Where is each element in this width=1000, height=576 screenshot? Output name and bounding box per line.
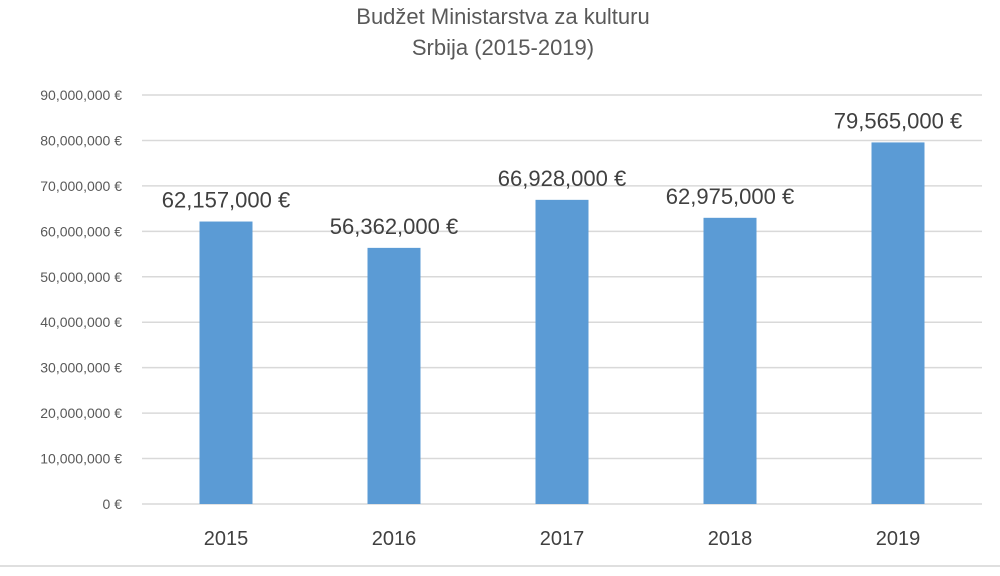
- x-tick-label-2018: 2018: [708, 528, 753, 550]
- data-label-2018: 62,975,000 €: [666, 184, 794, 209]
- y-tick-label: 70,000,000 €: [40, 178, 122, 194]
- y-tick-label: 40,000,000 €: [40, 314, 122, 330]
- bar-2016: [367, 247, 421, 504]
- y-tick-label: 0 €: [103, 496, 123, 512]
- y-tick-label: 60,000,000 €: [40, 223, 122, 239]
- x-tick-label-2019: 2019: [876, 528, 921, 550]
- chart-title: Budžet Ministarstva za kulturu Srbija (2…: [356, 4, 649, 60]
- y-tick-label: 30,000,000 €: [40, 360, 122, 376]
- bar-2019: [871, 142, 925, 505]
- y-tick-label: 50,000,000 €: [40, 269, 122, 285]
- data-label-2017: 66,928,000 €: [498, 166, 626, 191]
- y-tick-label: 10,000,000 €: [40, 451, 122, 467]
- data-label-2015: 62,157,000 €: [162, 188, 290, 213]
- chart-title-line-1: Budžet Ministarstva za kulturu: [356, 4, 649, 29]
- data-label-2016: 56,362,000 €: [330, 214, 458, 239]
- bar-2018: [703, 217, 757, 505]
- bars: [199, 142, 925, 505]
- bar-2015: [199, 221, 253, 505]
- x-axis-tick-labels: 2015 2016 2017 2018 2019: [204, 528, 921, 550]
- data-label-2019: 79,565,000 €: [834, 108, 962, 133]
- x-tick-label-2016: 2016: [372, 528, 417, 550]
- x-tick-label-2017: 2017: [540, 528, 585, 550]
- bar-2017: [535, 199, 589, 504]
- chart-title-line-2: Srbija (2015-2019): [412, 35, 594, 60]
- y-tick-label: 80,000,000 €: [40, 132, 122, 148]
- data-labels: 62,157,000 € 56,362,000 € 66,928,000 € 62,9…: [162, 108, 962, 238]
- y-axis-tick-labels: 0 € 10,000,000 € 20,000,000 € 30,000,000 € 4…: [40, 87, 122, 512]
- x-tick-label-2015: 2015: [204, 528, 249, 550]
- y-tick-label: 90,000,000 €: [40, 87, 122, 103]
- y-tick-label: 20,000,000 €: [40, 405, 122, 421]
